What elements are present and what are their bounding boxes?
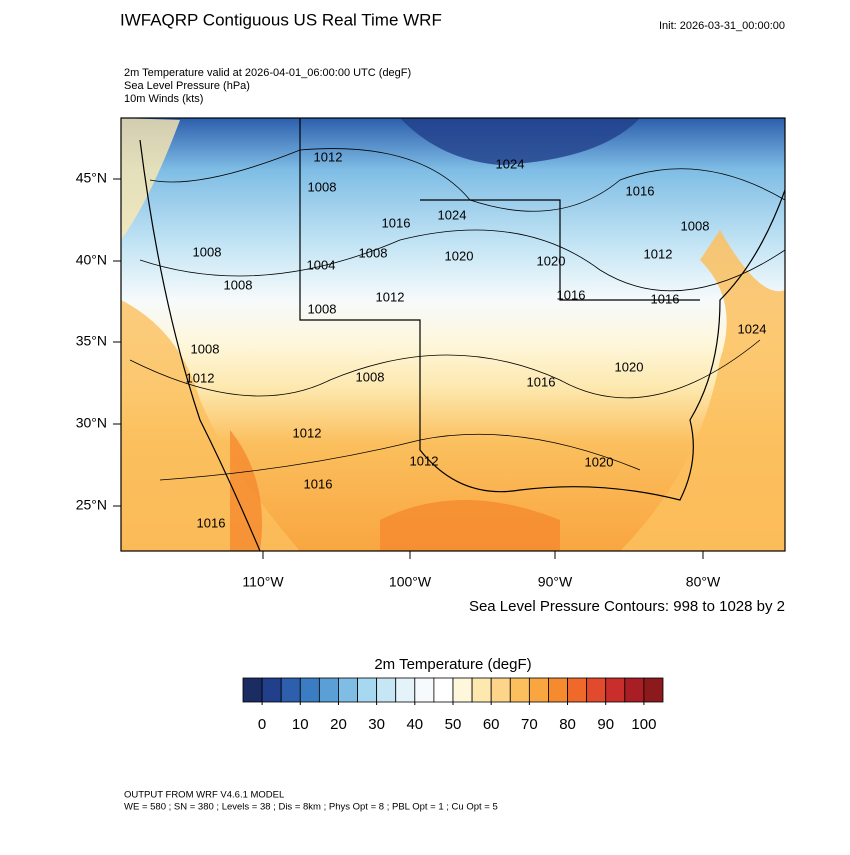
isobar-label: 1012: [410, 453, 439, 468]
isobar-label: 1020: [585, 454, 614, 469]
lat-label: 45°N: [76, 170, 107, 186]
isobar-label: 1008: [359, 245, 388, 260]
isobar-label: 1012: [293, 425, 322, 440]
isobar-label: 1004: [307, 257, 336, 272]
isobar-label: 1016: [304, 476, 333, 491]
colorbar-box: [605, 677, 626, 703]
lat-label: 30°N: [76, 415, 107, 431]
colorbar-box: [509, 677, 530, 703]
colorbar-box: [357, 677, 378, 703]
colorbar-box: [318, 677, 339, 703]
isobar-label: 1020: [615, 359, 644, 374]
isobar-label: 1016: [197, 515, 226, 530]
isobar-label: 1016: [557, 287, 586, 302]
colorbar-box: [624, 677, 645, 703]
isobar-label: 1016: [527, 374, 556, 389]
isobar-label: 1016: [626, 183, 655, 198]
colorbar-box: [471, 677, 492, 703]
lon-label: 80°W: [686, 574, 721, 590]
colorbar-box: [376, 677, 397, 703]
isobar-label: 1008: [308, 179, 337, 194]
colorbar-box: [338, 677, 358, 703]
colorbar-box: [490, 677, 511, 703]
colorbar-box: [433, 677, 454, 703]
colorbar-label: 10: [292, 716, 309, 733]
colorbar-box: [280, 677, 301, 703]
subtitle: Sea Level Pressure (hPa): [124, 80, 250, 92]
colorbar-label: 60: [483, 716, 500, 733]
colorbar-box: [586, 677, 607, 703]
colorbar-label: 70: [521, 716, 538, 733]
contour-note: Sea Level Pressure Contours: 998 to 1028…: [469, 598, 785, 615]
colorbar-box: [643, 677, 664, 703]
lon-label: 100°W: [389, 574, 432, 590]
colorbar-label: 50: [445, 716, 462, 733]
footer: WE = 580 ; SN = 380 ; Levels = 38 ; Dis …: [124, 802, 498, 813]
isobar-label: 1008: [191, 341, 220, 356]
subtitle: 2m Temperature valid at 2026-04-01_06:00…: [124, 67, 411, 79]
isobar-label: 1024: [738, 321, 767, 336]
lon-label: 90°W: [538, 574, 573, 590]
subtitle: 10m Winds (kts): [124, 93, 203, 105]
map-frame: [120, 117, 786, 552]
isobar-label: 1016: [651, 291, 680, 306]
title: IWFAQRP Contiguous US Real Time WRF: [120, 10, 442, 29]
isobar-label: 1024: [496, 156, 525, 171]
isobar-label: 1024: [438, 207, 467, 222]
lat-label: 40°N: [76, 252, 107, 268]
colorbar-label: 30: [368, 716, 385, 733]
isobar-label: 1020: [445, 248, 474, 263]
colorbar-title: 2m Temperature (degF): [374, 656, 531, 673]
lat-label: 25°N: [76, 497, 107, 513]
isobar-labels: 1012 1008 1024 1016 1024 1016 1008 1008 1004 1008…: [186, 149, 767, 530]
isobar-label: 1008: [224, 277, 253, 292]
colorbar-label: 0: [258, 716, 266, 733]
colorbar-label: 20: [330, 716, 347, 733]
colorbar-box: [528, 677, 549, 703]
isobar-label: 1008: [308, 301, 337, 316]
colorbar-label: 40: [406, 716, 423, 733]
colorbar-box: [567, 677, 588, 703]
isobar-label: 1012: [314, 149, 343, 164]
colorbar-label: 80: [559, 716, 576, 733]
footer: OUTPUT FROM WRF V4.6.1 MODEL: [124, 790, 284, 801]
isobar-label: 1016: [382, 215, 411, 230]
isobar-label: 1012: [644, 246, 673, 261]
colorbar-box: [299, 677, 320, 703]
colorbar-box: [261, 677, 282, 703]
colorbar-box: [452, 677, 473, 703]
lat-label: 35°N: [76, 333, 107, 349]
colorbar-box: [242, 677, 263, 703]
colorbar-label: 100: [631, 716, 656, 733]
colorbar-box: [548, 677, 568, 703]
isobar-label: 1008: [356, 369, 385, 384]
map-field: [121, 118, 785, 551]
isobar-label: 1020: [537, 253, 566, 268]
isobar-label: 1012: [186, 370, 215, 385]
init-time: Init: 2026-03-31_00:00:00: [659, 20, 785, 32]
colorbar-box: [395, 677, 416, 703]
colorbar-box: [414, 677, 435, 703]
colorbar-label: 90: [597, 716, 614, 733]
isobar-label: 1008: [193, 244, 222, 259]
lon-label: 110°W: [242, 574, 284, 590]
isobar-label: 1012: [376, 289, 405, 304]
isobar-label: 1008: [681, 218, 710, 233]
